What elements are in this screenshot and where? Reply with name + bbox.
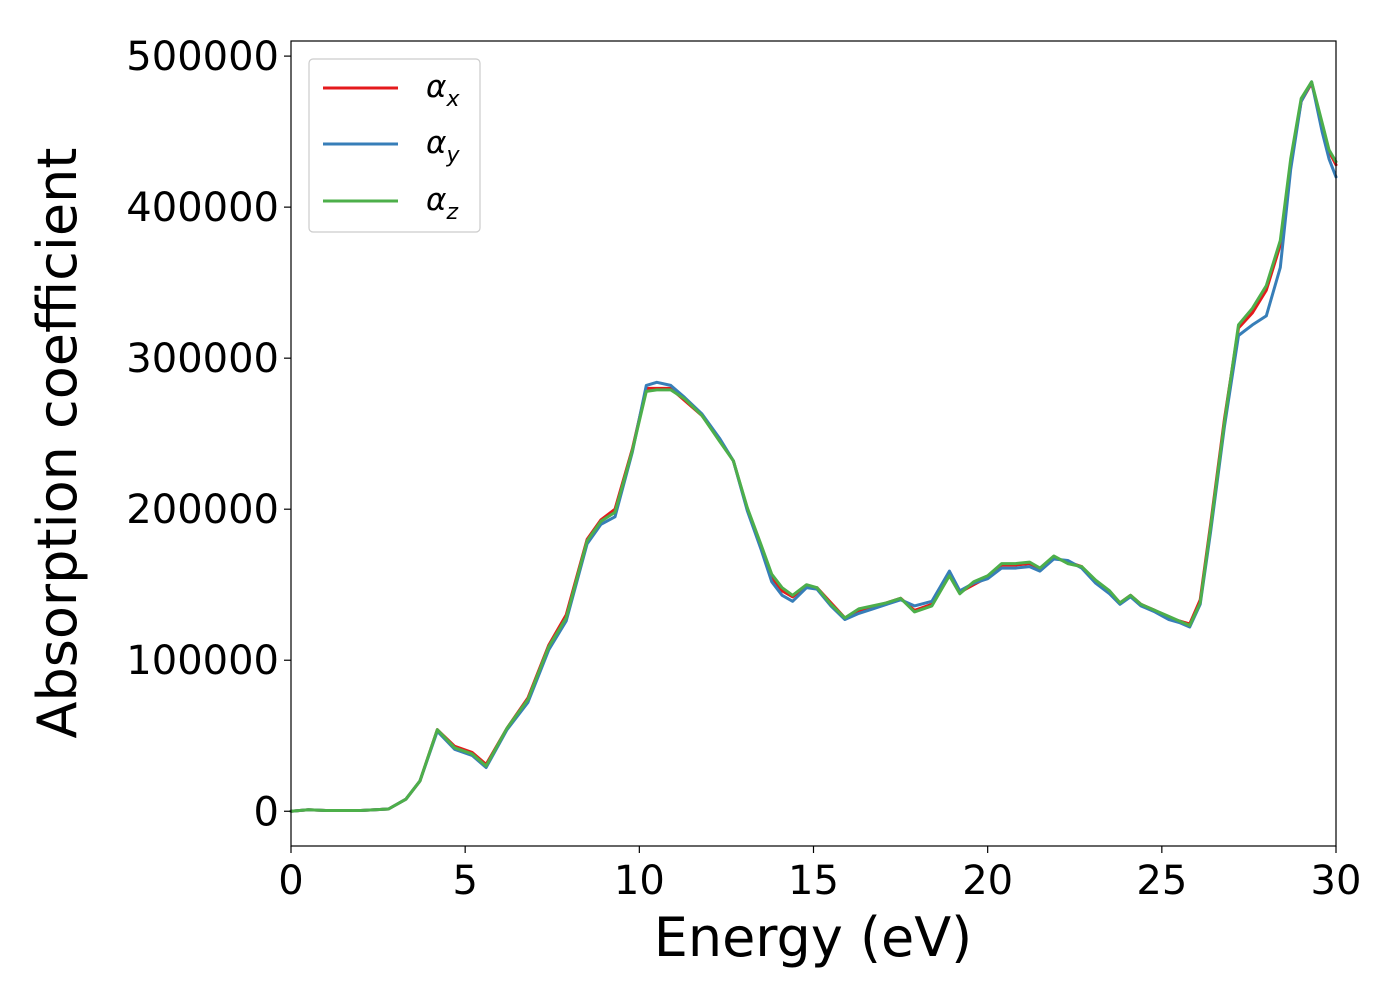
x-tick-label: 0	[278, 858, 303, 904]
y-tick-label: 400000	[126, 185, 279, 231]
x-tick-label: 10	[614, 858, 665, 904]
x-tick-label: 15	[788, 858, 839, 904]
y-tick-label: 100000	[126, 638, 279, 684]
x-axis-ticks: 0 5 10 15 20 25 30	[278, 846, 1361, 904]
x-tick-label: 20	[962, 858, 1013, 904]
y-tick-label: 500000	[126, 34, 279, 80]
x-tick-label: 30	[1311, 858, 1362, 904]
y-axis-label: Absorption coefficient	[26, 148, 89, 739]
y-tick-label: 300000	[126, 336, 279, 382]
x-tick-label: 5	[452, 858, 477, 904]
series-line-z	[289, 80, 1338, 813]
y-tick-label: 200000	[126, 487, 279, 533]
y-axis-ticks: 0 100000 200000 300000 400000 500000	[126, 34, 291, 835]
x-axis-label: Energy (eV)	[654, 906, 973, 969]
plot-lines	[289, 80, 1338, 813]
y-tick-label: 0	[254, 789, 279, 835]
x-tick-label: 25	[1136, 858, 1187, 904]
